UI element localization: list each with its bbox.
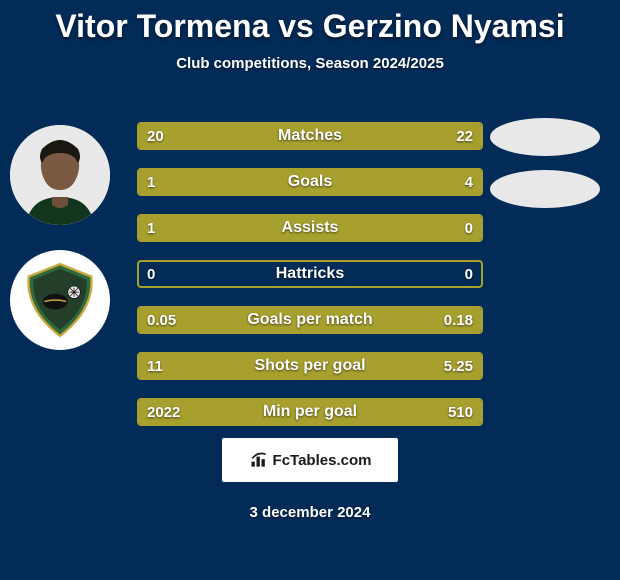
stat-label: Shots per goal: [137, 352, 483, 380]
player-avatar: [10, 125, 110, 225]
stat-label: Goals per match: [137, 306, 483, 334]
stat-row: 2022510Min per goal: [137, 398, 483, 426]
club-badge-placeholder: [490, 170, 600, 208]
stat-label: Matches: [137, 122, 483, 150]
chart-icon: [249, 450, 269, 470]
stat-row: 115.25Shots per goal: [137, 352, 483, 380]
site-logo-text: FcTables.com: [273, 452, 372, 469]
stat-label: Hattricks: [137, 260, 483, 288]
right-badge-column: [490, 118, 600, 222]
stat-label: Goals: [137, 168, 483, 196]
stat-label: Assists: [137, 214, 483, 242]
comparison-chart: 2022Matches 14Goals 10Assists 00Hattricks 0.…: [137, 122, 483, 444]
stat-row: 00Hattricks: [137, 260, 483, 288]
page-title: Vitor Tormena vs Gerzino Nyamsi: [0, 0, 620, 45]
club-crest-avatar: [10, 250, 110, 350]
stat-row: 0.050.18Goals per match: [137, 306, 483, 334]
left-avatar-column: [10, 125, 110, 375]
shield-icon: [21, 261, 99, 339]
person-icon: [10, 125, 110, 225]
stat-label: Min per goal: [137, 398, 483, 426]
site-logo: FcTables.com: [222, 438, 398, 482]
stat-row: 10Assists: [137, 214, 483, 242]
player-badge-placeholder: [490, 118, 600, 156]
stat-row: 2022Matches: [137, 122, 483, 150]
footer-date: 3 december 2024: [0, 504, 620, 521]
stat-row: 14Goals: [137, 168, 483, 196]
page-subtitle: Club competitions, Season 2024/2025: [0, 55, 620, 72]
